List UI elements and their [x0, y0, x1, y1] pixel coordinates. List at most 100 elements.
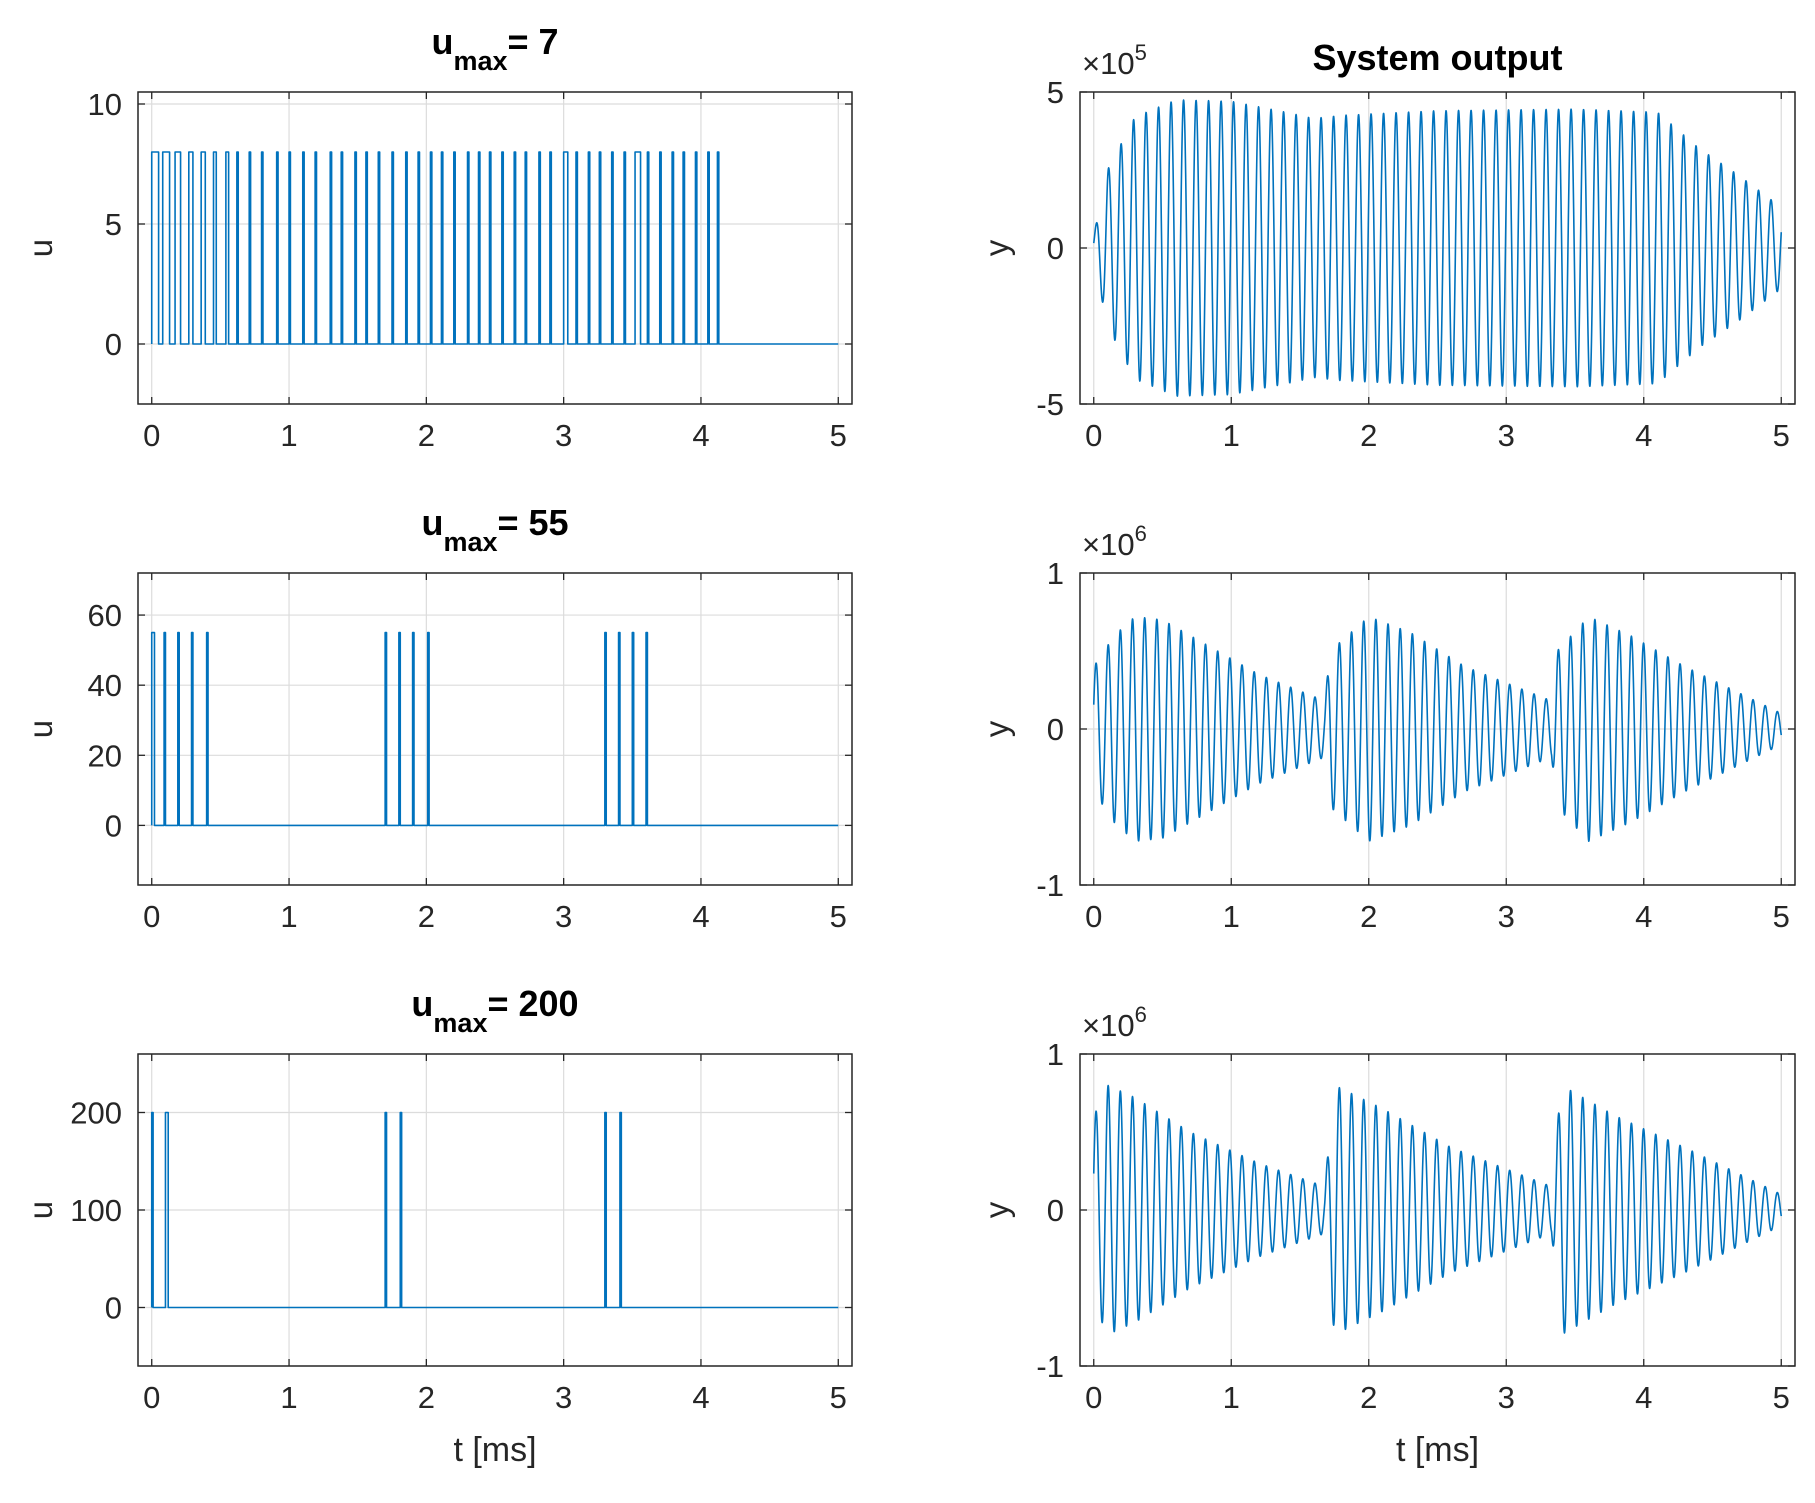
x-axis-label: t [ms]	[453, 1431, 536, 1469]
y-tick-label: -5	[1036, 387, 1064, 422]
axis-exponent: ×106	[1082, 521, 1147, 562]
exponent-base: ×10	[1082, 1008, 1135, 1043]
title-main: u	[431, 21, 453, 62]
panel-y3: 0 1 2 3 4 5 -1 0 1 y t [ms] ×106	[978, 1002, 1796, 1469]
y-tick-label: 10	[88, 87, 122, 122]
y-tick-label: 0	[105, 808, 122, 843]
axes-frame	[137, 572, 853, 886]
x-tick-label: 5	[830, 418, 847, 453]
axis-exponent: ×105	[1082, 40, 1147, 81]
y-tick-label: 0	[105, 1291, 122, 1326]
exponent-power: 6	[1135, 1002, 1147, 1027]
series-line	[1092, 99, 1783, 397]
y-tick-label: 0	[105, 327, 122, 362]
exponent-power: 5	[1135, 40, 1147, 65]
x-tick-label: 1	[1223, 418, 1240, 453]
y-tick-label: 60	[88, 598, 122, 633]
x-tick-label: 3	[1498, 1380, 1515, 1415]
y-tick-label: 40	[88, 668, 122, 703]
x-tick-label: 0	[1085, 1380, 1102, 1415]
title-rest: = 7	[508, 21, 559, 62]
series-line	[150, 1111, 839, 1309]
x-tick-label: 4	[692, 1380, 709, 1415]
x-tick-label: 3	[1498, 418, 1515, 453]
x-tick-label: 0	[143, 899, 160, 934]
title-subscript: max	[443, 527, 497, 557]
title-main: u	[421, 502, 443, 543]
exponent-base: ×10	[1082, 527, 1135, 562]
y-tick-label: 0	[1047, 712, 1064, 747]
exponent-base: ×10	[1082, 46, 1135, 81]
x-tick-label: 1	[280, 899, 297, 934]
axes-border	[137, 572, 853, 886]
y-tick-label: 5	[1047, 75, 1064, 110]
x-tick-label: 5	[830, 1380, 847, 1415]
y-tick-label: 1	[1047, 556, 1064, 591]
y-tick-label: -1	[1036, 1349, 1064, 1384]
x-axis-label: t [ms]	[1396, 1431, 1479, 1469]
y-axis-label: u	[22, 239, 59, 257]
x-tick-label: 3	[555, 899, 572, 934]
axes-frame	[137, 91, 853, 405]
axis-exponent: ×106	[1082, 1002, 1147, 1043]
chart-title: System output	[1312, 37, 1562, 78]
title-subscript: max	[433, 1008, 487, 1038]
series-line	[1092, 1084, 1783, 1334]
series-line	[150, 631, 839, 827]
chart-title: umax= 7	[431, 21, 558, 76]
y-tick-label: 100	[70, 1193, 122, 1228]
x-tick-label: 4	[1635, 418, 1652, 453]
x-tick-label: 4	[692, 899, 709, 934]
x-tick-label: 5	[830, 899, 847, 934]
x-tick-label: 0	[1085, 899, 1102, 934]
x-tick-label: 0	[143, 1380, 160, 1415]
x-tick-label: 2	[1360, 899, 1377, 934]
title-rest: = 200	[487, 983, 578, 1024]
y-axis-label: u	[22, 1201, 59, 1219]
x-tick-label: 4	[692, 418, 709, 453]
x-tick-label: 1	[1223, 1380, 1240, 1415]
series-line	[1092, 617, 1783, 843]
x-tick-label: 0	[143, 418, 160, 453]
y-tick-label: 20	[88, 738, 122, 773]
panel-y2: 0 1 2 3 4 5 -1 0 1 y ×106	[978, 521, 1796, 934]
x-tick-label: 3	[555, 418, 572, 453]
x-tick-label: 3	[555, 1380, 572, 1415]
exponent-power: 6	[1135, 521, 1147, 546]
y-tick-label: 5	[105, 207, 122, 242]
x-tick-label: 4	[1635, 1380, 1652, 1415]
x-tick-label: 2	[418, 899, 435, 934]
x-tick-label: 5	[1773, 418, 1790, 453]
y-axis-label: y	[978, 1201, 1015, 1218]
x-tick-label: 0	[1085, 418, 1102, 453]
chart-title: umax= 55	[421, 502, 568, 557]
title-subscript: max	[453, 46, 507, 76]
title-main: System output	[1312, 37, 1562, 78]
y-tick-label: 0	[1047, 231, 1064, 266]
x-tick-label: 5	[1773, 1380, 1790, 1415]
x-tick-label: 5	[1773, 899, 1790, 934]
x-tick-label: 4	[1635, 899, 1652, 934]
y-axis-label: u	[22, 720, 59, 738]
x-tick-label: 1	[280, 1380, 297, 1415]
axes-border	[137, 91, 853, 405]
chart-title: umax= 200	[411, 983, 578, 1038]
title-rest: = 55	[497, 502, 568, 543]
x-tick-label: 2	[418, 1380, 435, 1415]
x-tick-label: 2	[1360, 1380, 1377, 1415]
y-axis-label: y	[978, 239, 1015, 256]
y-axis-label: y	[978, 720, 1015, 737]
x-tick-label: 2	[418, 418, 435, 453]
x-tick-label: 3	[1498, 899, 1515, 934]
y-tick-label: 0	[1047, 1193, 1064, 1228]
title-main: u	[411, 983, 433, 1024]
y-tick-label: 1	[1047, 1037, 1064, 1072]
x-tick-label: 1	[1223, 899, 1240, 934]
y-tick-label: 200	[70, 1096, 122, 1131]
series-line	[150, 151, 839, 345]
